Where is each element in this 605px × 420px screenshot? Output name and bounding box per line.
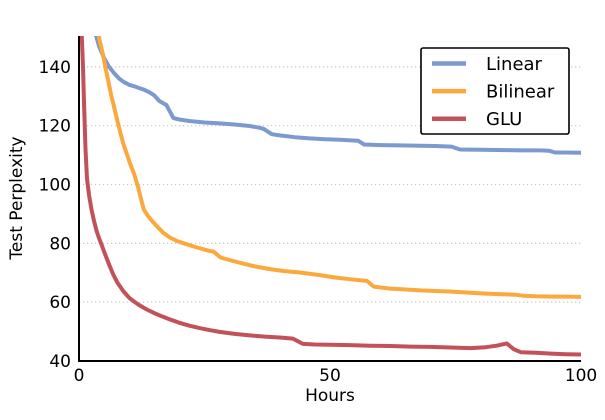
series-lines [79,36,581,357]
legend-label-glu: GLU [486,109,522,130]
y-tick-label: 40 [49,352,71,372]
series-line-linear [94,36,581,155]
legend-label-bilinear: Bilinear [486,82,555,103]
legend: Linear Bilinear GLU [420,47,570,135]
x-axis-label: Hours [305,386,355,406]
x-tick-label: 0 [74,366,85,386]
y-tick-label: 140 [39,58,71,78]
y-tick-label: 80 [49,234,71,254]
tick-labels: 40 60 80 100 120 140 0 50 100 [39,58,598,386]
series-line-glu [79,36,581,357]
y-axis-label: Test Perplexity [7,136,27,260]
y-tick-label: 100 [39,176,71,196]
y-tick-label: 120 [39,117,71,137]
y-tick-label: 60 [49,293,71,313]
axes-spines [78,36,581,362]
series-line-bilinear [97,36,581,299]
legend-box [420,47,570,135]
legend-label-linear: Linear [486,54,543,75]
x-tick-label: 100 [565,366,597,386]
x-tick-label: 50 [319,366,341,386]
